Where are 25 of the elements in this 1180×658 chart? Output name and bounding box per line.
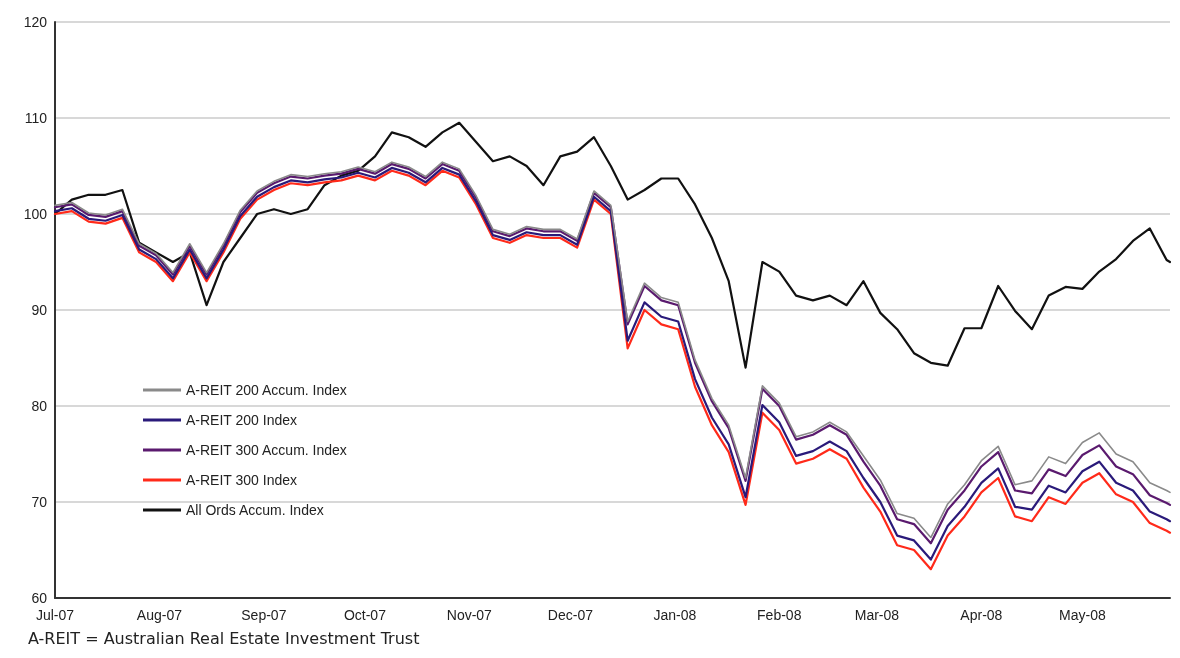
legend-label: A-REIT 200 Index: [186, 412, 298, 428]
legend-label: A-REIT 300 Index: [186, 472, 298, 488]
legend-label: A-REIT 300 Accum. Index: [186, 442, 347, 458]
x-tick-label: Mar-08: [854, 607, 900, 623]
y-tick-label: 110: [24, 110, 48, 126]
x-tick-label: Sep-07: [241, 607, 287, 623]
y-tick-label: 100: [23, 206, 48, 222]
y-tick-label: 90: [31, 302, 48, 318]
y-tick-label: 60: [31, 590, 48, 606]
x-tick-label: May-08: [1059, 607, 1106, 623]
x-tick-label: Jan-08: [653, 607, 697, 623]
line-series: [53, 121, 1172, 369]
x-tick-label: Oct-07: [343, 607, 387, 623]
x-tick-label: Apr-08: [960, 607, 1003, 623]
text: A-REIT = Australian Real Estate Investment Trust: [28, 628, 420, 648]
legend-label: All Ords Accum. Index: [186, 502, 324, 518]
legend-label: A-REIT 200 Accum. Index: [186, 382, 347, 398]
x-tick-label: Feb-08: [757, 607, 802, 623]
x-tick-label: Jul-07: [35, 607, 75, 623]
y-tick-label: 70: [31, 494, 48, 510]
y-tick-label: 80: [31, 398, 48, 414]
x-tick-label: Aug-07: [136, 607, 183, 623]
y-tick-label: 120: [23, 14, 48, 30]
x-tick-label: Dec-07: [547, 607, 594, 623]
x-tick-label: Nov-07: [446, 607, 493, 623]
